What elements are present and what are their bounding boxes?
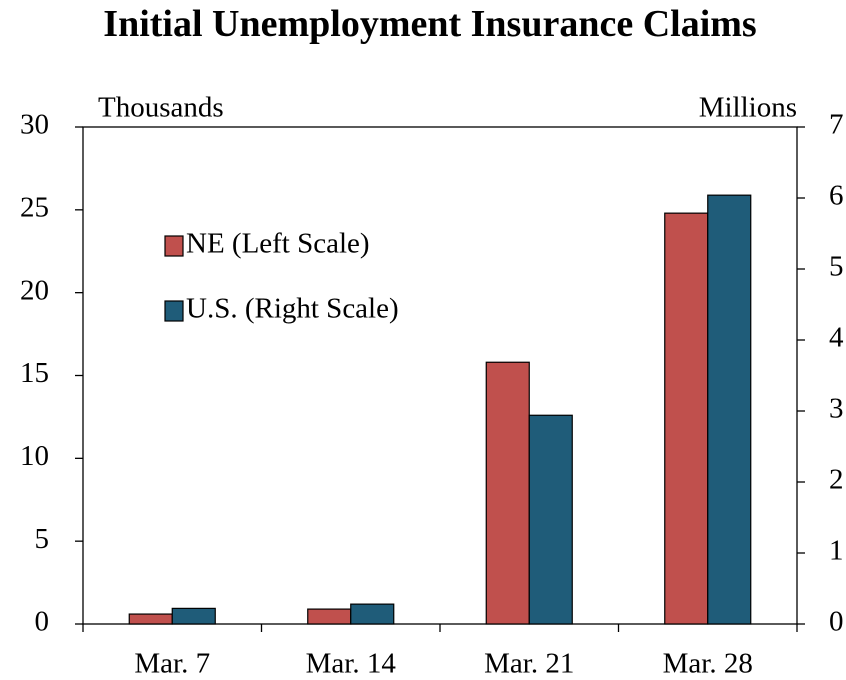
y2-tick-label: 2 xyxy=(829,464,844,496)
bar xyxy=(664,212,709,625)
y2-tick-label: 4 xyxy=(829,322,844,354)
y2-tick-label: 6 xyxy=(829,180,844,212)
y-tick-label: 25 xyxy=(20,191,49,223)
y-axis-label: Thousands xyxy=(98,92,224,124)
y2-tick-label: 7 xyxy=(829,109,844,141)
bar xyxy=(128,613,173,625)
y2-tick-label: 5 xyxy=(829,251,844,283)
y-tick-label: 0 xyxy=(35,606,50,638)
y-tick-label: 20 xyxy=(20,274,49,306)
bar xyxy=(528,414,573,625)
bar xyxy=(171,607,216,625)
y-tick-label: 15 xyxy=(20,357,49,389)
legend-label: NE (Left Scale) xyxy=(186,228,370,260)
legend-swatch xyxy=(164,300,184,322)
y2-tick-label: 0 xyxy=(829,606,844,638)
x-tick-label: Mar. 14 xyxy=(306,648,397,680)
bar xyxy=(707,194,752,625)
legend-label: U.S. (Right Scale) xyxy=(186,293,399,325)
y2-tick-label: 1 xyxy=(829,535,844,567)
chart-title: Initial Unemployment Insurance Claims xyxy=(103,3,757,45)
y2-axis-label: Millions xyxy=(699,92,797,124)
bar xyxy=(485,361,530,625)
y-tick-label: 10 xyxy=(20,440,49,472)
bar xyxy=(350,603,395,625)
bar xyxy=(307,608,352,625)
x-tick-label: Mar. 21 xyxy=(484,648,574,680)
x-tick-label: Mar. 28 xyxy=(663,648,753,680)
legend-swatch xyxy=(164,235,184,257)
y-tick-label: 5 xyxy=(35,523,50,555)
y-tick-label: 30 xyxy=(20,109,49,141)
x-tick-label: Mar. 7 xyxy=(134,648,210,680)
y2-tick-label: 3 xyxy=(829,393,844,425)
